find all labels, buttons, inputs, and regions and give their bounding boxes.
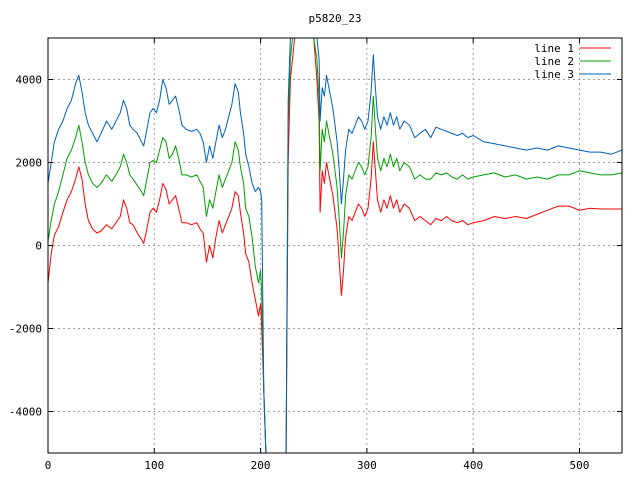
x-tick-label: 400 [463, 459, 483, 472]
x-tick-label: 0 [45, 459, 52, 472]
x-tick-label: 200 [251, 459, 271, 472]
series-line-3 [48, 38, 622, 453]
legend-label-2: line 2 [534, 55, 574, 68]
series-lines [48, 38, 622, 453]
grid-lines [48, 38, 622, 453]
chart-title: p5820_23 [309, 12, 362, 25]
series-line-2 [48, 38, 622, 453]
legend-label-1: line 1 [534, 42, 574, 55]
x-tick-label: 300 [357, 459, 377, 472]
axis-ticks: 0 100 200 300 400 500 -4000 -2000 0 2000 4000 [9, 38, 622, 472]
y-tick-label: 2000 [16, 157, 43, 170]
x-tick-label: 500 [570, 459, 590, 472]
x-tick-label: 100 [144, 459, 164, 472]
y-tick-label: -2000 [9, 323, 42, 336]
legend-label-3: line 3 [534, 68, 574, 81]
series-line-1 [48, 38, 622, 453]
y-tick-label: 4000 [16, 74, 43, 87]
y-tick-label: -4000 [9, 406, 42, 419]
y-tick-label: 0 [35, 240, 42, 253]
